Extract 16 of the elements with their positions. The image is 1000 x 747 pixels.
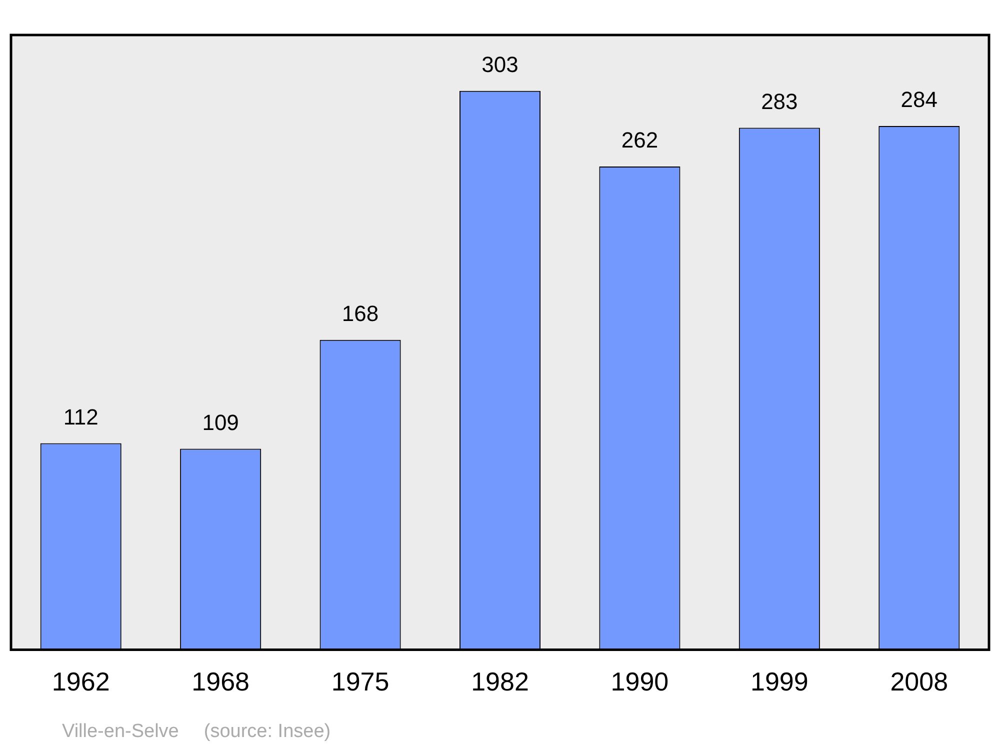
x-tick-label: 1999 xyxy=(750,666,808,697)
data-label: 303 xyxy=(482,52,518,77)
x-tick-label: 1975 xyxy=(331,666,390,697)
text: (source: Insee) xyxy=(204,721,331,742)
data-label: 283 xyxy=(761,88,798,114)
x-tick-label: 1982 xyxy=(471,666,529,697)
x-tick-label: 1968 xyxy=(192,666,250,697)
x-tick-label: 2008 xyxy=(890,666,948,697)
text: Ville-en-Selve xyxy=(62,721,179,742)
x-tick-label: 1962 xyxy=(52,666,110,697)
data-label: 168 xyxy=(342,300,379,326)
x-tick-label: 1990 xyxy=(610,666,669,697)
data-label: 262 xyxy=(621,128,658,153)
data-label: 112 xyxy=(63,404,98,430)
data-label: 284 xyxy=(900,87,938,112)
data-label: 109 xyxy=(202,410,239,435)
